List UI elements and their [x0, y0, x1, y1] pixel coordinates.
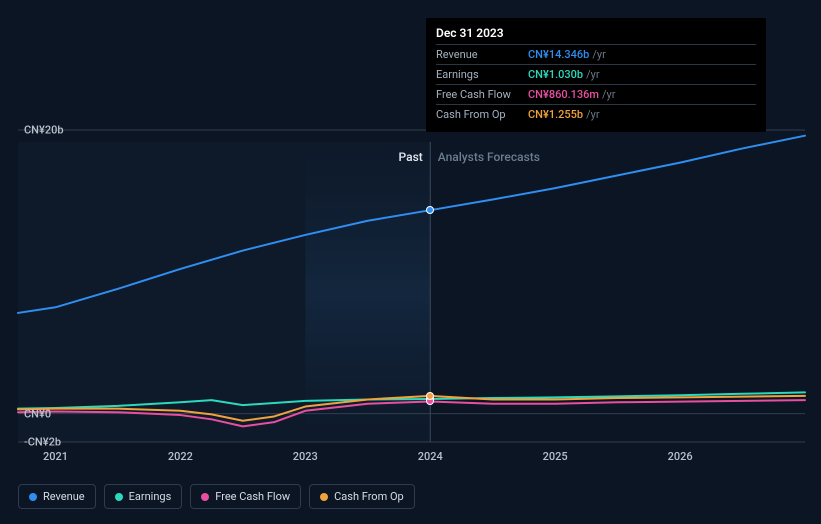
- y-axis-label: CN¥20b: [24, 124, 64, 137]
- tooltip-row: EarningsCN¥1.030b/yr: [436, 64, 756, 84]
- legend-item-label: Cash From Op: [334, 490, 404, 503]
- x-axis-label: 2022: [168, 450, 193, 463]
- y-axis-label: CN¥0: [24, 407, 51, 420]
- tooltip-row-value: CN¥1.255b: [528, 108, 583, 121]
- tooltip-row: Free Cash FlowCN¥860.136m/yr: [436, 84, 756, 104]
- active-marker-cfo: [426, 392, 434, 400]
- chart-legend: Revenue Earnings Free Cash Flow Cash From O…: [18, 484, 415, 509]
- chart-tooltip: Dec 31 2023 RevenueCN¥14.346b/yrEarnings…: [426, 18, 766, 132]
- tooltip-row: RevenueCN¥14.346b/yr: [436, 44, 756, 64]
- legend-item-label: Earnings: [129, 490, 172, 503]
- legend-marker-icon: [115, 493, 123, 501]
- tooltip-row-suffix: /yr: [586, 68, 599, 81]
- y-axis-label: -CN¥2b: [24, 436, 61, 449]
- legend-marker-icon: [320, 493, 328, 501]
- tooltip-row-suffix: /yr: [592, 48, 605, 61]
- tooltip-row-suffix: /yr: [602, 88, 615, 101]
- tooltip-row-label: Earnings: [436, 68, 528, 81]
- x-axis-label: 2025: [543, 450, 568, 463]
- x-axis-label: 2023: [293, 450, 318, 463]
- legend-marker-icon: [201, 493, 209, 501]
- legend-item-cash-from-op[interactable]: Cash From Op: [309, 484, 415, 509]
- x-axis-label: 2021: [43, 450, 68, 463]
- legend-item-label: Free Cash Flow: [215, 490, 290, 503]
- legend-item-free-cash-flow[interactable]: Free Cash Flow: [190, 484, 301, 509]
- active-marker-revenue: [426, 206, 434, 214]
- legend-item-revenue[interactable]: Revenue: [18, 484, 96, 509]
- region-label-forecast: Analysts Forecasts: [438, 150, 540, 164]
- financial-chart: Dec 31 2023 RevenueCN¥14.346b/yrEarnings…: [0, 0, 821, 524]
- legend-item-earnings[interactable]: Earnings: [104, 484, 183, 509]
- x-axis-label: 2024: [418, 450, 443, 463]
- x-axis-label: 2026: [668, 450, 693, 463]
- tooltip-row-label: Cash From Op: [436, 108, 528, 121]
- tooltip-date: Dec 31 2023: [436, 26, 756, 44]
- tooltip-row-label: Free Cash Flow: [436, 88, 528, 101]
- tooltip-row-suffix: /yr: [586, 108, 599, 121]
- tooltip-row-value: CN¥860.136m: [528, 88, 599, 101]
- legend-item-label: Revenue: [43, 490, 85, 503]
- region-label-past: Past: [399, 150, 423, 164]
- tooltip-row-value: CN¥14.346b: [528, 48, 589, 61]
- tooltip-row-value: CN¥1.030b: [528, 68, 583, 81]
- tooltip-row-label: Revenue: [436, 48, 528, 61]
- legend-marker-icon: [29, 493, 37, 501]
- tooltip-row: Cash From OpCN¥1.255b/yr: [436, 104, 756, 124]
